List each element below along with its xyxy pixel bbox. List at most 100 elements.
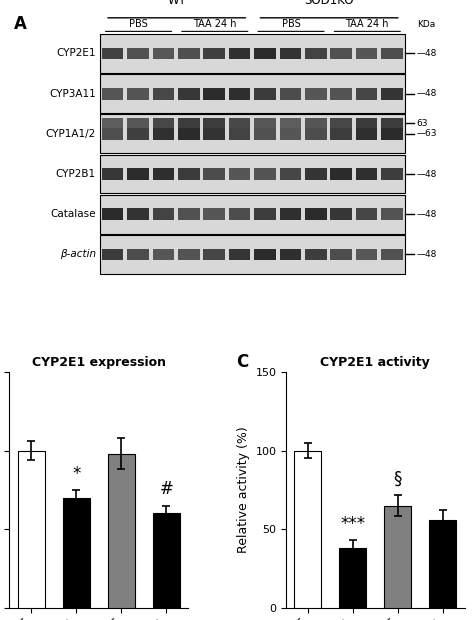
Text: CYP1A1/2: CYP1A1/2 — [46, 129, 96, 139]
Bar — [381, 118, 403, 128]
Bar — [229, 88, 250, 99]
Text: —48: —48 — [417, 89, 437, 98]
Text: TAA 24 h: TAA 24 h — [193, 19, 237, 29]
Bar — [178, 249, 200, 260]
Bar — [18, 451, 45, 608]
Bar — [153, 208, 174, 220]
Text: ***: *** — [340, 515, 365, 533]
Bar — [229, 118, 250, 128]
Bar — [429, 520, 456, 608]
Bar — [102, 128, 123, 140]
Text: —48: —48 — [417, 169, 437, 179]
Bar — [254, 48, 276, 60]
Text: TAA 24 h: TAA 24 h — [346, 19, 389, 29]
Text: §: § — [393, 469, 402, 487]
Text: —48: —48 — [417, 49, 437, 58]
Text: WT: WT — [167, 0, 186, 7]
Bar — [305, 168, 327, 180]
Text: A: A — [14, 15, 27, 33]
Bar — [280, 48, 301, 60]
Bar — [305, 88, 327, 99]
Bar — [178, 118, 200, 128]
Bar — [108, 454, 135, 608]
Bar — [178, 88, 200, 99]
Bar — [102, 118, 123, 128]
Bar — [330, 48, 352, 60]
Text: SOD1KO: SOD1KO — [304, 0, 354, 7]
Bar — [102, 249, 123, 260]
Bar — [254, 168, 276, 180]
Bar — [356, 208, 377, 220]
Bar — [305, 118, 327, 128]
Bar — [330, 118, 352, 128]
Bar — [153, 513, 180, 608]
Bar — [381, 88, 403, 99]
Bar — [153, 249, 174, 260]
Bar — [102, 208, 123, 220]
Text: *: * — [72, 465, 81, 483]
Bar — [294, 451, 321, 608]
Bar — [254, 128, 276, 140]
Bar — [127, 88, 149, 99]
Bar — [153, 88, 174, 99]
Text: β-actin: β-actin — [60, 249, 96, 259]
Bar — [229, 168, 250, 180]
Bar — [339, 548, 366, 608]
FancyBboxPatch shape — [100, 74, 405, 113]
Bar — [330, 168, 352, 180]
Bar — [203, 128, 225, 140]
Text: KDa: KDa — [417, 20, 435, 29]
Bar — [127, 249, 149, 260]
Bar — [178, 208, 200, 220]
FancyBboxPatch shape — [100, 154, 405, 193]
FancyBboxPatch shape — [100, 34, 405, 73]
Bar — [102, 168, 123, 180]
Bar — [153, 168, 174, 180]
Bar — [381, 48, 403, 60]
Text: #: # — [159, 480, 173, 498]
Bar — [203, 118, 225, 128]
Bar — [153, 48, 174, 60]
Text: C: C — [236, 353, 248, 371]
Bar — [203, 208, 225, 220]
Bar — [330, 128, 352, 140]
Bar — [127, 48, 149, 60]
Text: —48: —48 — [417, 210, 437, 219]
Y-axis label: Relative activity (%): Relative activity (%) — [237, 427, 250, 553]
Text: —63: —63 — [417, 130, 437, 138]
Bar — [229, 128, 250, 140]
Bar — [127, 168, 149, 180]
Bar — [63, 498, 90, 608]
FancyBboxPatch shape — [100, 115, 405, 153]
Bar — [280, 118, 301, 128]
Bar — [178, 48, 200, 60]
Bar — [153, 118, 174, 128]
Bar — [178, 168, 200, 180]
Title: CYP2E1 activity: CYP2E1 activity — [320, 356, 430, 370]
Bar — [203, 168, 225, 180]
Bar — [254, 249, 276, 260]
Bar — [127, 208, 149, 220]
Bar — [203, 48, 225, 60]
Title: CYP2E1 expression: CYP2E1 expression — [32, 356, 166, 370]
Bar — [356, 168, 377, 180]
Bar — [381, 128, 403, 140]
Bar — [280, 128, 301, 140]
Bar — [356, 249, 377, 260]
FancyBboxPatch shape — [100, 235, 405, 274]
Text: CYP2E1: CYP2E1 — [56, 48, 96, 58]
Bar — [305, 208, 327, 220]
Bar — [356, 118, 377, 128]
Bar — [381, 208, 403, 220]
Text: PBS: PBS — [129, 19, 148, 29]
Bar — [356, 48, 377, 60]
Bar — [203, 249, 225, 260]
Bar — [203, 88, 225, 99]
Bar — [330, 208, 352, 220]
Bar — [356, 88, 377, 99]
Bar — [127, 128, 149, 140]
Bar — [153, 128, 174, 140]
Bar — [280, 88, 301, 99]
Text: Catalase: Catalase — [50, 210, 96, 219]
Bar — [381, 249, 403, 260]
